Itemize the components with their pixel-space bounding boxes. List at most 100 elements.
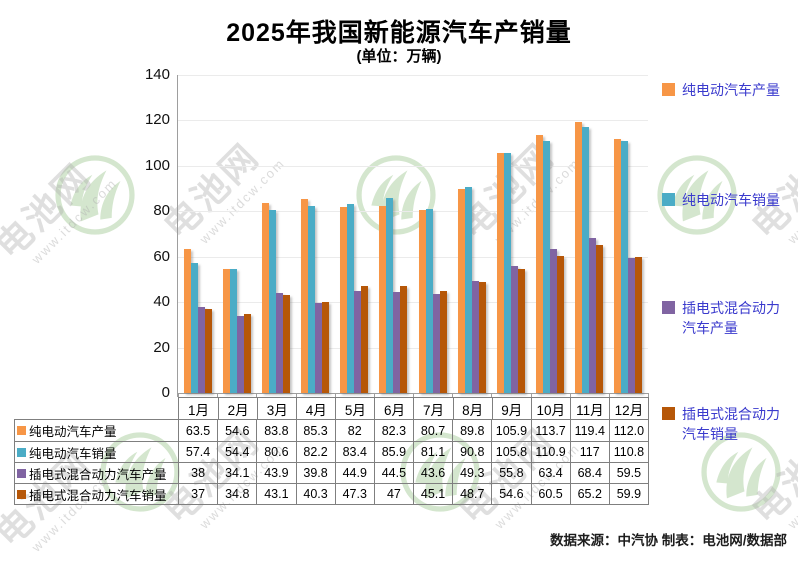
value-cell: 59.9 [608,483,648,504]
unit-subtitle: (单位：万辆) [356,48,442,65]
bar [457,189,465,393]
x-axis-tick [570,393,571,397]
value-cell: 54.6 [491,483,531,504]
value-cell: 85.3 [295,420,335,441]
bar-group-12月 [609,75,648,393]
x-axis-tick [256,393,257,397]
bar [301,199,309,393]
value-cell: 60.5 [530,483,570,504]
y-axis-tick-label: 140 [144,66,170,83]
value-cell: 44.5 [373,462,413,483]
bar [543,141,551,393]
bar [315,302,323,393]
value-cell: 105.8 [491,441,531,462]
value-cell: 89.8 [452,420,491,441]
bar [425,208,433,393]
value-cell: 43.9 [256,462,296,483]
value-cell: 47 [373,483,413,504]
x-axis-tick [374,393,375,397]
bar [386,197,394,393]
value-cell: 38 [178,462,218,483]
series-marker [17,468,26,478]
bar [517,269,525,393]
value-cell: 54.4 [217,441,257,462]
bar [621,141,629,393]
x-axis-tick [335,393,336,397]
value-cell: 119.4 [569,420,609,441]
bar-group-8月 [452,75,491,393]
legend-item: 插电式混合动力汽车产量 [662,298,784,339]
month-header-cell: 6月 [374,398,413,420]
legend-item: 纯电动汽车销量 [662,190,784,210]
value-cell: 90.8 [452,441,492,462]
bar [347,203,355,393]
series-marker [17,489,26,499]
month-header-cell: 7月 [413,398,452,420]
bar [432,294,440,393]
value-cell: 80.7 [413,420,452,441]
x-axis-tick [413,393,414,397]
bar [183,248,191,393]
value-cell: 82.2 [295,441,335,462]
bar [536,134,544,393]
bar-group-9月 [491,75,530,393]
bar [308,206,316,393]
value-cell: 83.8 [256,420,295,441]
y-axis-tick-label: 100 [144,157,170,174]
bar [478,282,486,393]
value-cell: 37 [178,483,218,504]
bar [464,186,472,393]
y-gridline [178,75,648,76]
series-marker [17,447,26,457]
y-axis-tick-label: 40 [153,293,170,310]
value-cell: 112.0 [608,420,648,441]
y-axis-tick-label: 80 [153,202,170,219]
month-header-cell: 5月 [335,398,374,420]
value-cell: 65.2 [569,483,609,504]
y-axis-tick-label: 20 [153,339,170,356]
bar [496,152,504,393]
month-header-cell: 1月 [188,403,210,418]
legend-marker [662,193,675,206]
month-header-cell: 4月 [296,398,335,420]
value-cell: 43.1 [256,483,296,504]
bar [361,285,369,393]
y-gridline [178,302,648,303]
legend-marker [662,301,675,314]
y-gridline [178,348,648,349]
value-cell: 49.3 [452,462,492,483]
value-cell: 59.5 [608,462,648,483]
series-marker [17,426,26,435]
bar [379,206,387,393]
legend-label: 纯电动汽车产量 [682,82,780,98]
value-cell: 48.7 [452,483,492,504]
legend-marker [662,407,675,420]
bar [418,209,426,393]
bar-group-4月 [296,75,335,393]
x-axis-tick [491,393,492,397]
value-cell: 105.9 [491,420,530,441]
bar-group-5月 [335,75,374,393]
bar-group-1月 [178,75,217,393]
value-cell: 63.4 [530,462,570,483]
bar [282,295,290,393]
bar [261,202,269,393]
legend-label: 纯电动汽车销量 [682,192,780,208]
y-gridline [178,166,648,167]
value-cell: 43.6 [413,462,453,483]
legend-marker [662,83,675,96]
value-cell: 54.6 [217,420,256,441]
bar [322,301,330,393]
bar [503,152,511,393]
bar-group-2月 [217,75,256,393]
bar [340,206,348,393]
value-cell: 80.6 [256,441,296,462]
series-label-text: 纯电动汽车产量 [29,425,117,439]
y-gridline [178,211,648,212]
value-cell: 45.1 [413,483,453,504]
bar [229,269,237,393]
value-cell: 40.3 [295,483,335,504]
value-cell: 113.7 [530,420,570,441]
value-cell: 81.1 [413,441,453,462]
value-cell: 34.8 [217,483,257,504]
